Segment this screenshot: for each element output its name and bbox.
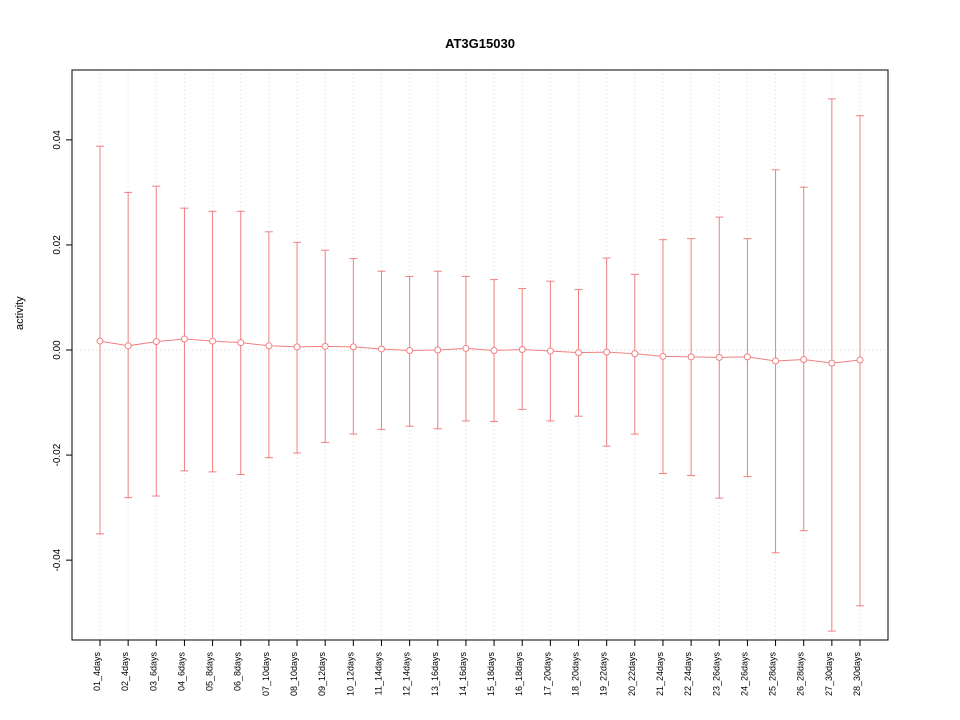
x-tick-label: 03_6days — [148, 652, 158, 692]
x-tick-label: 10_12days — [345, 652, 355, 697]
y-tick-label: -0.02 — [52, 443, 63, 466]
x-tick-label: 28_30days — [852, 652, 862, 697]
data-point — [265, 342, 273, 350]
x-tick-label: 02_4days — [120, 652, 130, 692]
y-tick-label: 0.04 — [52, 130, 63, 150]
x-tick-label: 26_28days — [796, 652, 806, 697]
plot-box — [71, 69, 889, 641]
data-point — [659, 352, 667, 360]
data-point — [406, 347, 414, 355]
mean-line — [99, 338, 861, 364]
data-point — [377, 345, 385, 353]
data-point — [434, 346, 442, 354]
data-point — [743, 353, 751, 361]
x-tick-label: 09_12days — [317, 652, 327, 697]
x-tick-label: 01_4days — [92, 652, 102, 692]
data-point — [631, 350, 639, 358]
x-tick-label: 06_8days — [233, 652, 243, 692]
series-line — [99, 338, 861, 364]
y-tick-label: 0.02 — [52, 235, 63, 255]
x-tick-label: 11_14days — [373, 652, 383, 696]
data-point — [856, 356, 864, 364]
data-point — [462, 344, 470, 352]
data-point — [152, 338, 160, 346]
y-tick-label: 0.00 — [52, 340, 63, 360]
data-point — [603, 348, 611, 356]
data-point — [96, 337, 104, 345]
data-point — [772, 357, 780, 365]
data-point — [828, 359, 836, 367]
y-tick-label: -0.04 — [52, 548, 63, 571]
data-point — [180, 335, 188, 343]
data-point — [800, 355, 808, 363]
x-tick-label: 21_24days — [655, 652, 665, 697]
x-tick-label: 27_30days — [824, 652, 834, 697]
x-tick-label: 17_20days — [542, 652, 552, 697]
data-point — [349, 343, 357, 351]
x-tick-label: 25_28days — [768, 652, 778, 697]
x-tick-label: 07_10days — [261, 652, 271, 697]
data-point — [124, 342, 132, 350]
data-point — [687, 353, 695, 361]
data-points — [96, 335, 864, 367]
x-tick-label: 15_18days — [486, 652, 496, 697]
x-tick-label: 19_22days — [599, 652, 609, 697]
x-tick-label: 04_6days — [176, 652, 186, 692]
data-point — [321, 342, 329, 350]
data-point — [237, 339, 245, 347]
x-tick-label: 05_8days — [205, 652, 215, 692]
x-tick-label: 12_14days — [402, 652, 412, 697]
data-point — [518, 345, 526, 353]
chart-title: AT3G15030 — [445, 36, 515, 51]
x-tick-label: 16_18days — [514, 652, 524, 697]
x-tick-label: 14_16days — [458, 652, 468, 697]
data-point — [546, 347, 554, 355]
error-bars — [96, 98, 864, 632]
x-tick-label: 18_20days — [571, 652, 581, 697]
x-tick-label: 20_22days — [627, 652, 637, 697]
data-point — [293, 343, 301, 351]
x-tick-label: 23_26days — [711, 652, 721, 697]
x-tick-label: 22_24days — [683, 652, 693, 697]
x-tick-label: 24_26days — [739, 652, 749, 697]
x-tick-label: 13_16days — [430, 652, 440, 697]
x-tick-label: 08_10days — [289, 652, 299, 697]
axes: -0.04 -0.02 0.00 0.02 0.04 01_4days 02_4days 03… — [52, 69, 889, 697]
data-point — [209, 337, 217, 345]
data-point — [490, 347, 498, 355]
data-point — [575, 349, 583, 357]
data-point — [715, 353, 723, 361]
gridlines — [72, 70, 888, 640]
